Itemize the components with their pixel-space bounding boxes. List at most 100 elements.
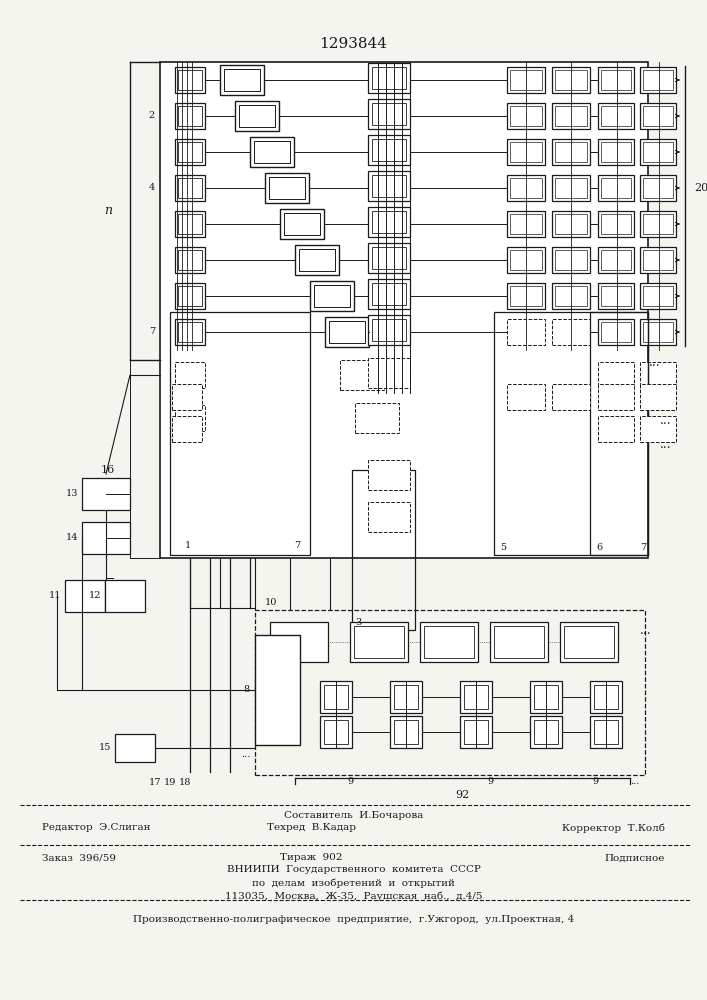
Bar [372, 247, 406, 269]
Bar [329, 321, 365, 343]
Text: 7: 7 [148, 328, 155, 336]
Bar [601, 214, 631, 234]
Bar [640, 283, 676, 309]
Bar [254, 141, 290, 163]
Bar [368, 135, 410, 165]
Bar [552, 283, 590, 309]
Text: ВНИИПИ  Государственного  комитета  СССР: ВНИИПИ Государственного комитета СССР [226, 865, 481, 874]
Bar [643, 70, 673, 90]
Bar [552, 139, 590, 165]
Bar [178, 214, 202, 234]
Text: 4: 4 [148, 184, 155, 192]
Text: 20: 20 [694, 183, 707, 193]
Text: Корректор  Т.Колб: Корректор Т.Колб [561, 823, 665, 833]
Bar [269, 177, 305, 199]
Bar [601, 250, 631, 270]
Text: 6: 6 [596, 543, 602, 552]
Bar [598, 67, 634, 93]
Text: 19: 19 [164, 778, 176, 787]
Text: 10: 10 [265, 598, 277, 607]
Bar [507, 67, 545, 93]
Bar [598, 103, 634, 129]
Text: Редактор  Э.Слиган: Редактор Э.Слиган [42, 824, 151, 832]
Bar [82, 478, 130, 510]
Bar [464, 685, 488, 709]
Text: 18: 18 [179, 778, 191, 787]
Bar [105, 580, 145, 612]
Bar [507, 139, 545, 165]
Bar [280, 209, 324, 239]
Bar [640, 384, 676, 410]
Bar [555, 142, 587, 162]
Bar [564, 626, 614, 658]
Bar [354, 626, 404, 658]
Bar [368, 315, 410, 345]
Text: 92: 92 [455, 790, 469, 800]
Bar [368, 502, 410, 532]
Bar [325, 317, 369, 347]
Bar [460, 716, 492, 748]
Bar [640, 67, 676, 93]
Bar [175, 362, 205, 388]
Bar [507, 384, 545, 410]
Bar [530, 716, 562, 748]
Bar [65, 580, 105, 612]
Bar [640, 211, 676, 237]
Bar [352, 470, 415, 630]
Bar [368, 63, 410, 93]
Bar [530, 681, 562, 713]
Text: Составитель  И.Бочарова: Составитель И.Бочарова [284, 810, 423, 820]
Bar [552, 211, 590, 237]
Bar [590, 312, 648, 555]
Bar [175, 139, 205, 165]
Bar [372, 67, 406, 89]
Text: по  делам  изобретений  и  открытий: по делам изобретений и открытий [252, 878, 455, 888]
Bar [340, 360, 384, 390]
Bar [640, 247, 676, 273]
Bar [175, 247, 205, 273]
Bar [368, 243, 410, 273]
Bar [224, 69, 260, 91]
Bar [172, 416, 202, 442]
Bar [643, 214, 673, 234]
Bar [175, 319, 205, 345]
Bar [552, 175, 590, 201]
Text: ...: ... [630, 777, 639, 786]
Bar [594, 720, 618, 744]
Bar [643, 178, 673, 198]
Bar [552, 319, 590, 345]
Bar [394, 720, 418, 744]
Bar [510, 250, 542, 270]
Bar [598, 319, 634, 345]
Bar [178, 178, 202, 198]
Text: 3: 3 [355, 618, 361, 627]
Bar [310, 281, 354, 311]
Bar [172, 384, 202, 410]
Bar [175, 211, 205, 237]
Bar [507, 175, 545, 201]
Bar [510, 214, 542, 234]
Bar [460, 681, 492, 713]
Bar [372, 175, 406, 197]
Bar [178, 142, 202, 162]
Bar [424, 626, 474, 658]
Bar [510, 142, 542, 162]
Bar [160, 62, 648, 558]
Text: Производственно-полиграфическое  предприятие,  г.Ужгород,  ул.Проектная, 4: Производственно-полиграфическое предприя… [133, 916, 574, 924]
Bar [368, 207, 410, 237]
Bar [464, 720, 488, 744]
Bar [598, 384, 634, 410]
Bar [372, 139, 406, 161]
Bar [255, 635, 300, 745]
Bar [598, 139, 634, 165]
Text: 2: 2 [148, 111, 155, 120]
Bar [590, 716, 622, 748]
Bar [175, 103, 205, 129]
Text: 17: 17 [148, 778, 161, 787]
Text: 5: 5 [500, 543, 506, 552]
Bar [255, 610, 645, 775]
Bar [355, 403, 399, 433]
Bar [643, 142, 673, 162]
Bar [598, 175, 634, 201]
Bar [175, 405, 205, 431]
